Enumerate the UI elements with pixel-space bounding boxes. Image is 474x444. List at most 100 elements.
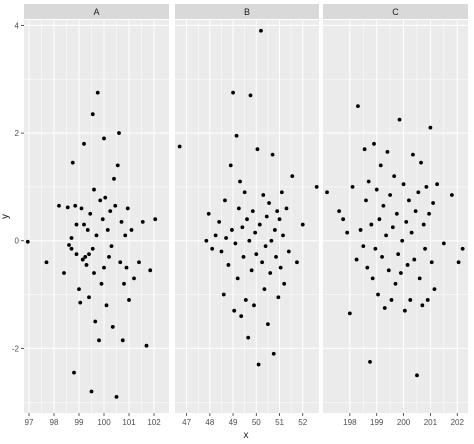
data-point — [427, 211, 431, 216]
x-tick-label: 98 — [50, 418, 59, 427]
data-point — [435, 182, 440, 187]
x-tick-label: 49 — [229, 418, 238, 427]
data-point — [394, 211, 399, 216]
data-point — [230, 228, 234, 232]
x-axis-title: x — [244, 430, 249, 441]
data-point — [94, 233, 99, 238]
data-point — [382, 306, 387, 310]
data-point — [97, 338, 101, 343]
data-point — [124, 265, 129, 270]
panel-background — [175, 20, 319, 413]
data-point — [261, 193, 266, 197]
data-point — [278, 265, 283, 270]
data-point — [370, 276, 375, 281]
data-point — [413, 209, 418, 214]
data-point — [78, 300, 83, 305]
x-tick-label: 201 — [424, 418, 438, 427]
x-tick-label: 48 — [205, 418, 214, 427]
data-point — [74, 222, 79, 227]
data-point — [115, 163, 120, 168]
data-point — [431, 201, 435, 205]
data-point — [429, 260, 434, 265]
data-point — [90, 112, 95, 117]
data-point — [286, 249, 291, 254]
data-point — [137, 260, 141, 265]
data-point — [421, 222, 426, 227]
data-point — [69, 246, 74, 251]
x-tick-label: 101 — [122, 418, 136, 427]
data-point — [224, 236, 228, 240]
data-point — [69, 236, 74, 240]
data-point — [65, 205, 70, 210]
data-point — [405, 263, 410, 267]
data-point — [206, 211, 211, 216]
data-point — [368, 359, 372, 364]
data-point — [397, 117, 402, 122]
data-point — [281, 233, 285, 238]
data-point — [257, 222, 262, 227]
data-point — [223, 198, 227, 203]
data-point — [402, 308, 407, 313]
data-point — [374, 187, 379, 192]
data-point — [275, 209, 280, 214]
data-point — [354, 257, 359, 262]
data-point — [44, 260, 49, 265]
data-point — [396, 252, 401, 257]
data-point — [385, 149, 390, 154]
data-point — [25, 239, 30, 244]
x-tick-label: 97 — [25, 418, 34, 427]
data-point — [109, 244, 114, 249]
x-tick-label: 100 — [97, 418, 111, 427]
y-axis: -2 0 2 4 — [12, 21, 24, 353]
data-point — [77, 287, 81, 292]
data-point — [274, 254, 278, 259]
data-point — [424, 184, 429, 189]
x-tick-label: 200 — [397, 418, 411, 427]
data-point — [377, 217, 382, 222]
data-point — [417, 276, 422, 281]
data-point — [411, 152, 415, 157]
facet-panel-b: B 47 48 49 50 51 52 — [175, 4, 319, 427]
data-point — [235, 276, 240, 281]
data-point — [259, 28, 263, 33]
x-tick-label: 52 — [298, 418, 307, 427]
x-tick-label: 199 — [370, 418, 384, 427]
data-point — [239, 314, 244, 318]
data-point — [238, 179, 242, 184]
data-point — [412, 257, 417, 262]
data-point — [210, 246, 215, 251]
data-point — [428, 125, 433, 130]
data-point — [420, 303, 425, 308]
data-point — [425, 298, 430, 302]
data-point — [398, 271, 403, 275]
facet-panels: A 97 98 99 100 101 102 B 47 48 49 50 51 52 C 198 199 200 2… — [24, 4, 468, 427]
data-point — [70, 160, 75, 165]
data-point — [85, 228, 90, 232]
data-point — [262, 287, 267, 292]
x-tick-label: 202 — [451, 418, 465, 427]
data-point — [123, 233, 128, 238]
y-tick-label: 2 — [15, 129, 20, 138]
data-point — [260, 260, 264, 265]
data-point — [400, 238, 405, 243]
data-point — [401, 182, 406, 187]
data-point — [365, 265, 370, 270]
data-point — [62, 271, 66, 275]
data-point — [72, 370, 76, 375]
data-point — [372, 141, 376, 146]
data-point — [416, 190, 421, 195]
data-point — [88, 211, 93, 216]
facet-panel-a: A 97 98 99 100 101 102 — [24, 4, 169, 427]
data-point — [92, 271, 96, 275]
data-point — [460, 246, 465, 251]
data-point — [125, 206, 130, 211]
y-tick-label: -2 — [12, 344, 20, 353]
data-point — [389, 298, 394, 302]
facet-strip-label: A — [93, 7, 99, 17]
data-point — [231, 90, 235, 95]
data-point — [89, 389, 94, 394]
data-point — [376, 292, 380, 297]
data-point — [122, 281, 126, 286]
data-point — [57, 203, 61, 208]
data-point — [380, 254, 384, 259]
